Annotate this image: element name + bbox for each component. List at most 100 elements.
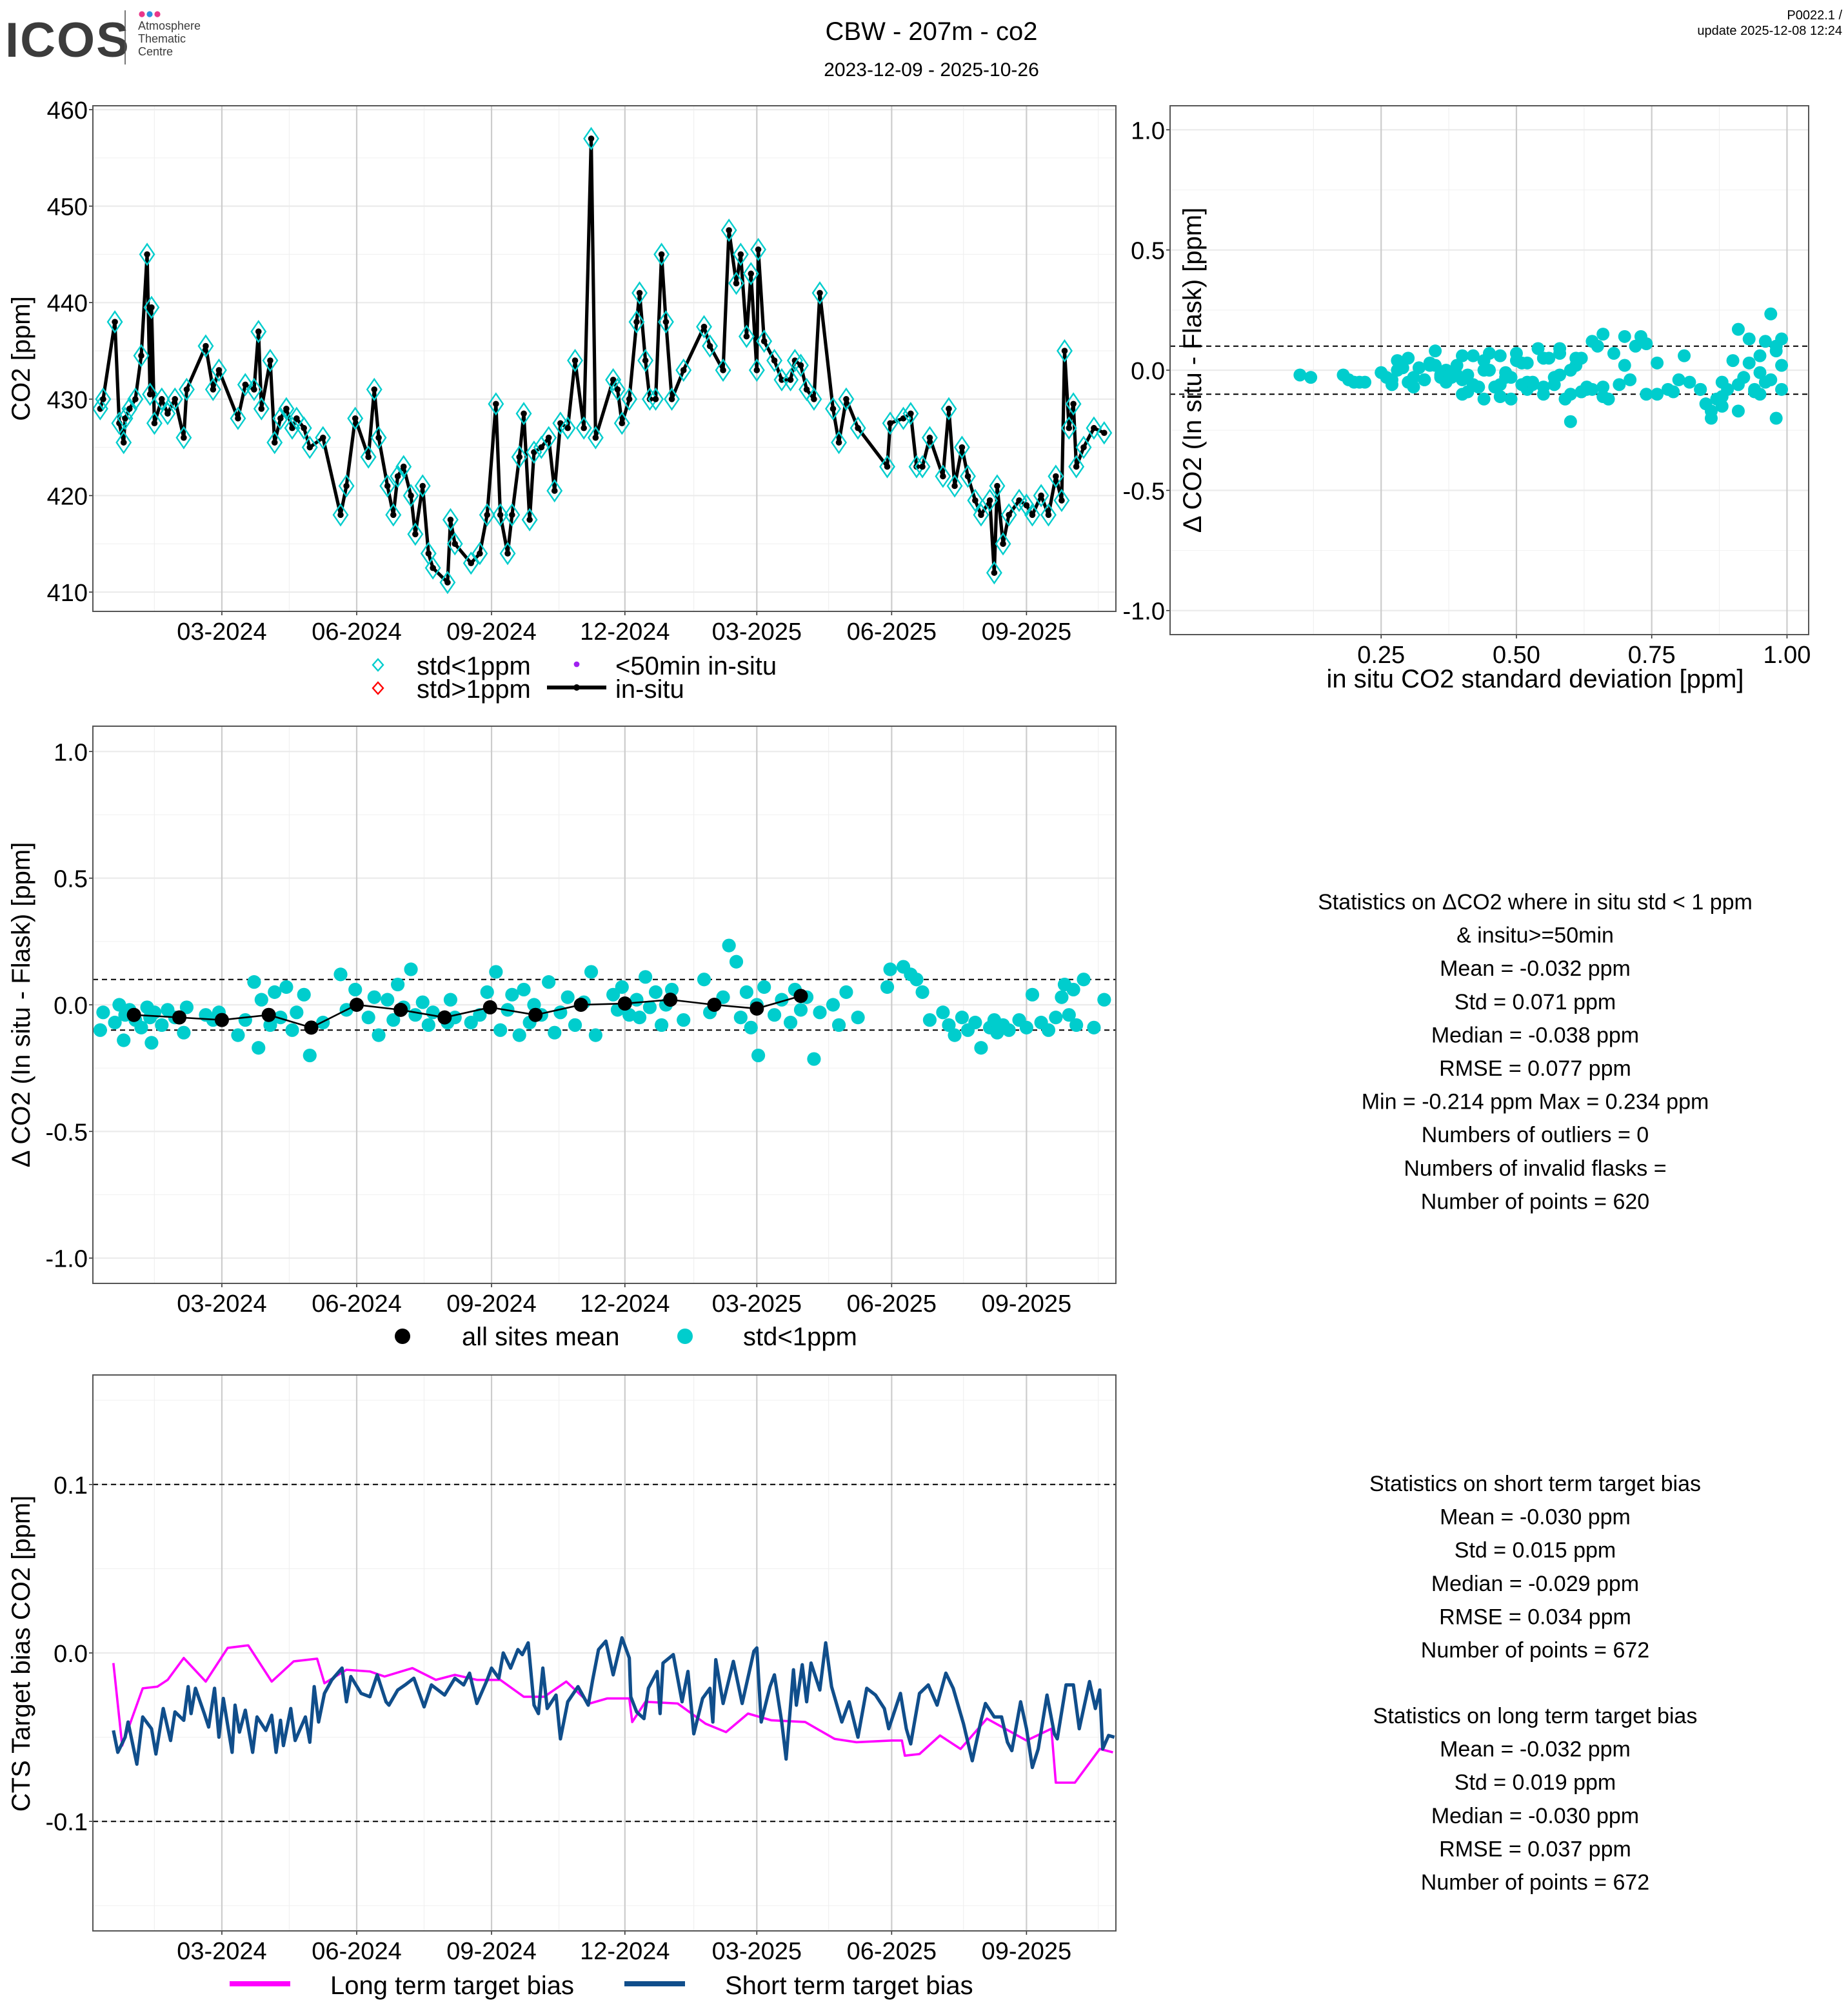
insitu-point (447, 517, 454, 523)
flask-diamond (133, 344, 150, 368)
legend-label: std<1ppm (417, 652, 531, 680)
legend-diamond-cyan-icon (372, 658, 384, 672)
x-tick-label: 03-2024 (177, 1938, 266, 1965)
stat-line: Number of points = 672 (1421, 1638, 1649, 1663)
scatter-point (1472, 381, 1485, 394)
flask-diamond (696, 315, 712, 339)
insitu-point (642, 357, 649, 364)
x-axis-title-std: in situ CO2 standard deviation [ppm] (1326, 665, 1744, 693)
flask-diamond (715, 358, 731, 382)
mean-line (134, 995, 801, 1029)
delta-point (443, 993, 458, 1007)
delta-point (1077, 973, 1091, 987)
delta-point (915, 985, 929, 999)
flask-diamond (332, 503, 349, 527)
flask-diamond (395, 455, 412, 479)
insitu-point (817, 290, 823, 297)
x-tick-label: 06-2024 (312, 1938, 401, 1965)
delta-point (922, 1013, 937, 1027)
insitu-point (122, 415, 128, 422)
x-tick-label: 1.00 (1763, 642, 1811, 669)
delta-point (757, 980, 771, 994)
x-tick-label: 12-2024 (580, 1938, 670, 1965)
stat-line: Number of points = 672 (1421, 1870, 1649, 1895)
short-term-bias-line (112, 1636, 1115, 1770)
flask-diamond (92, 397, 108, 420)
flask-diamond (204, 377, 221, 401)
scatter-point (1629, 339, 1642, 353)
delta-point (568, 1018, 582, 1033)
delta-point (252, 1041, 266, 1055)
insitu-point (726, 227, 732, 233)
flask-diamond (575, 416, 592, 440)
flask-diamond (657, 310, 674, 334)
flask-diamond (811, 281, 828, 305)
y-tick-label: 450 (47, 194, 88, 221)
delta-point (655, 1018, 669, 1033)
scatter-point (1504, 371, 1518, 384)
y-axis-title-delta-std: Δ CO2 (In situ - Flask) [ppm] (1178, 208, 1207, 533)
insitu-point (144, 251, 150, 258)
stat-line: & insitu>=50min (1456, 924, 1614, 948)
delta-point (642, 1000, 657, 1014)
scatter-point (1477, 364, 1491, 377)
insitu-point (1038, 492, 1044, 499)
insitu-point (419, 482, 426, 489)
panel-border (92, 726, 1117, 1284)
insitu-point (319, 434, 326, 441)
insitu-point (668, 396, 675, 402)
delta-point (348, 982, 363, 997)
flask-diamond (266, 431, 283, 455)
stat-line: Mean = -0.030 ppm (1440, 1505, 1631, 1530)
flask-diamond (143, 295, 160, 319)
delta-point (273, 1011, 288, 1025)
insitu-point (652, 396, 659, 402)
insitu-point (504, 550, 511, 557)
flask-diamond (178, 377, 195, 401)
insitu-point (913, 463, 920, 470)
flask-diamond (935, 464, 951, 488)
mean-point (261, 1007, 276, 1022)
flask-diamond (664, 387, 680, 411)
scatter-point (1731, 378, 1745, 391)
insitu-point (301, 424, 307, 431)
flask-diamond (385, 503, 402, 527)
scatter-point (1753, 366, 1767, 379)
delta-point (1087, 1020, 1101, 1034)
flask-diamond (921, 426, 938, 450)
logo-subtext: Atmosphere (138, 19, 201, 32)
scatter-point (1651, 388, 1664, 401)
delta-point (793, 1003, 808, 1017)
mean-point (437, 1010, 452, 1025)
stat-line: Statistics on long term target bias (1373, 1704, 1698, 1728)
insitu-point (1080, 444, 1087, 451)
insitu-point (235, 415, 241, 422)
insitu-point (181, 434, 187, 441)
delta-point (542, 975, 556, 989)
legend-label: Short term target bias (725, 1972, 973, 2000)
scatter-point (1407, 371, 1420, 384)
flask-diamond (879, 455, 895, 479)
flask-diamond (424, 556, 441, 580)
insitu-point (720, 367, 726, 373)
scatter-point (1304, 371, 1318, 384)
flask-diamond (301, 435, 318, 459)
delta-point (93, 1023, 107, 1037)
flask-diamond (379, 474, 396, 498)
delta-point (372, 1028, 386, 1042)
x-tick-label: 06-2025 (847, 1938, 937, 1965)
scatter-point (1618, 359, 1631, 372)
flask-diamond (210, 358, 227, 382)
flask-diamond (648, 387, 664, 411)
legend-cyan-dot-icon (677, 1329, 693, 1344)
mean-point (750, 1001, 764, 1016)
flask-diamond (139, 242, 155, 266)
flask-diamond (728, 272, 744, 295)
insitu-point (797, 362, 804, 369)
stat-line: Numbers of outliers = 0 (1422, 1123, 1649, 1147)
scatter-point (1391, 354, 1404, 368)
flask-diamond (479, 503, 495, 527)
insitu-point (146, 391, 154, 398)
legend-dot-black-icon (573, 684, 580, 691)
flask-diamond (166, 387, 183, 411)
